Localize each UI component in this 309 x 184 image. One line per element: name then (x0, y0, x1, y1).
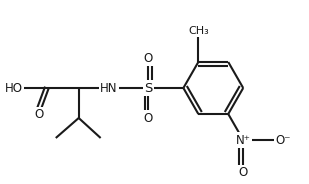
Text: N⁺: N⁺ (236, 134, 251, 146)
Text: CH₃: CH₃ (188, 26, 209, 36)
Text: HO: HO (5, 82, 23, 95)
Text: O: O (34, 109, 44, 121)
Text: O: O (239, 166, 248, 179)
Text: O⁻: O⁻ (275, 134, 290, 146)
Text: HN: HN (100, 82, 117, 95)
Text: O: O (144, 112, 153, 125)
Text: O: O (144, 52, 153, 65)
Text: S: S (144, 82, 153, 95)
